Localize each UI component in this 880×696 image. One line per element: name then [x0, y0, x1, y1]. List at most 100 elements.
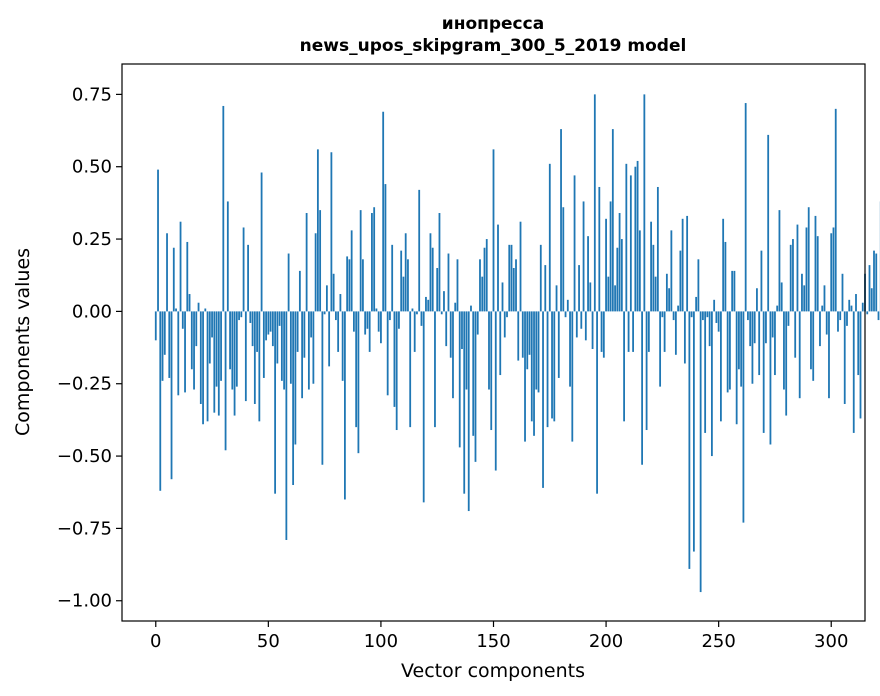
- bar: [409, 311, 412, 428]
- x-axis-label: Vector components: [401, 660, 585, 682]
- bar: [222, 105, 225, 312]
- bar: [202, 311, 204, 425]
- bar: [283, 311, 286, 390]
- bar: [177, 311, 180, 396]
- bar: [425, 296, 427, 312]
- bar: [855, 294, 857, 312]
- bar: [193, 311, 195, 390]
- bar: [208, 311, 211, 364]
- bar: [262, 311, 265, 378]
- bar: [438, 213, 441, 312]
- plot-frame: [121, 63, 866, 622]
- bar: [778, 210, 781, 312]
- bar: [247, 244, 249, 312]
- bar: [582, 201, 585, 312]
- bar: [629, 175, 632, 312]
- bar: [215, 311, 218, 387]
- bar: [319, 210, 322, 312]
- bar: [389, 311, 391, 321]
- bar: [870, 288, 873, 312]
- bar: [524, 311, 526, 442]
- bar: [305, 213, 308, 312]
- bar: [607, 276, 610, 312]
- bar: [168, 311, 171, 378]
- bar: [323, 311, 326, 315]
- bar: [526, 311, 529, 370]
- bar: [195, 311, 198, 347]
- bar: [181, 311, 184, 329]
- bar: [618, 213, 621, 312]
- bar: [823, 285, 826, 312]
- bar: [609, 201, 612, 312]
- bar: [584, 311, 587, 341]
- bar: [474, 311, 477, 462]
- y-tick-label: 0.50: [72, 157, 112, 178]
- bar: [830, 233, 833, 312]
- bar: [605, 218, 607, 312]
- bar: [857, 311, 860, 376]
- bar: [701, 311, 704, 321]
- bar: [695, 296, 698, 312]
- bar: [265, 311, 267, 341]
- bar: [533, 311, 535, 436]
- bar: [859, 311, 862, 419]
- bar: [704, 311, 707, 433]
- bar: [771, 311, 774, 338]
- chart-title-line-1: инопресса: [442, 14, 544, 34]
- bar: [190, 311, 193, 370]
- bar: [294, 311, 297, 445]
- bar: [418, 189, 421, 312]
- bar: [258, 311, 261, 422]
- bar: [224, 311, 227, 451]
- bar: [810, 311, 812, 370]
- bar: [416, 311, 418, 315]
- bar: [598, 186, 601, 312]
- bar: [431, 247, 434, 312]
- bar: [186, 241, 189, 312]
- bar: [179, 221, 182, 312]
- y-tick-label: −0.75: [57, 518, 112, 539]
- bar: [548, 163, 551, 312]
- bar: [260, 172, 263, 312]
- bar: [296, 311, 299, 352]
- bar: [404, 233, 407, 312]
- bar: [573, 175, 576, 312]
- x-tick-label: 50: [257, 631, 280, 652]
- bar: [825, 311, 828, 335]
- bar: [812, 311, 815, 381]
- bar: [377, 311, 380, 332]
- bar: [767, 134, 770, 312]
- bar: [490, 311, 493, 431]
- bar: [321, 311, 324, 465]
- bar: [470, 305, 472, 312]
- bar: [571, 311, 574, 442]
- bar: [267, 311, 270, 335]
- bar: [454, 302, 457, 312]
- bar: [670, 230, 673, 312]
- bar: [868, 265, 871, 312]
- bar: [616, 247, 619, 312]
- bar: [564, 311, 567, 318]
- bar: [359, 210, 362, 312]
- bar: [650, 221, 653, 312]
- bar: [661, 311, 664, 318]
- bar: [706, 311, 709, 318]
- bar: [636, 160, 639, 312]
- bar: [175, 308, 177, 312]
- bar: [434, 311, 436, 428]
- bar: [407, 259, 409, 312]
- y-tick-label: −0.25: [57, 374, 112, 395]
- bar: [805, 227, 808, 312]
- bar: [343, 311, 346, 500]
- bar: [368, 311, 371, 352]
- bar: [206, 311, 209, 422]
- bar: [350, 230, 353, 312]
- bar: [801, 273, 803, 312]
- bar: [735, 311, 738, 425]
- bar: [449, 311, 452, 358]
- bar: [668, 288, 671, 312]
- bar: [229, 311, 231, 370]
- bar: [521, 311, 524, 358]
- x-tick-label: 200: [589, 631, 623, 652]
- bar: [512, 267, 515, 312]
